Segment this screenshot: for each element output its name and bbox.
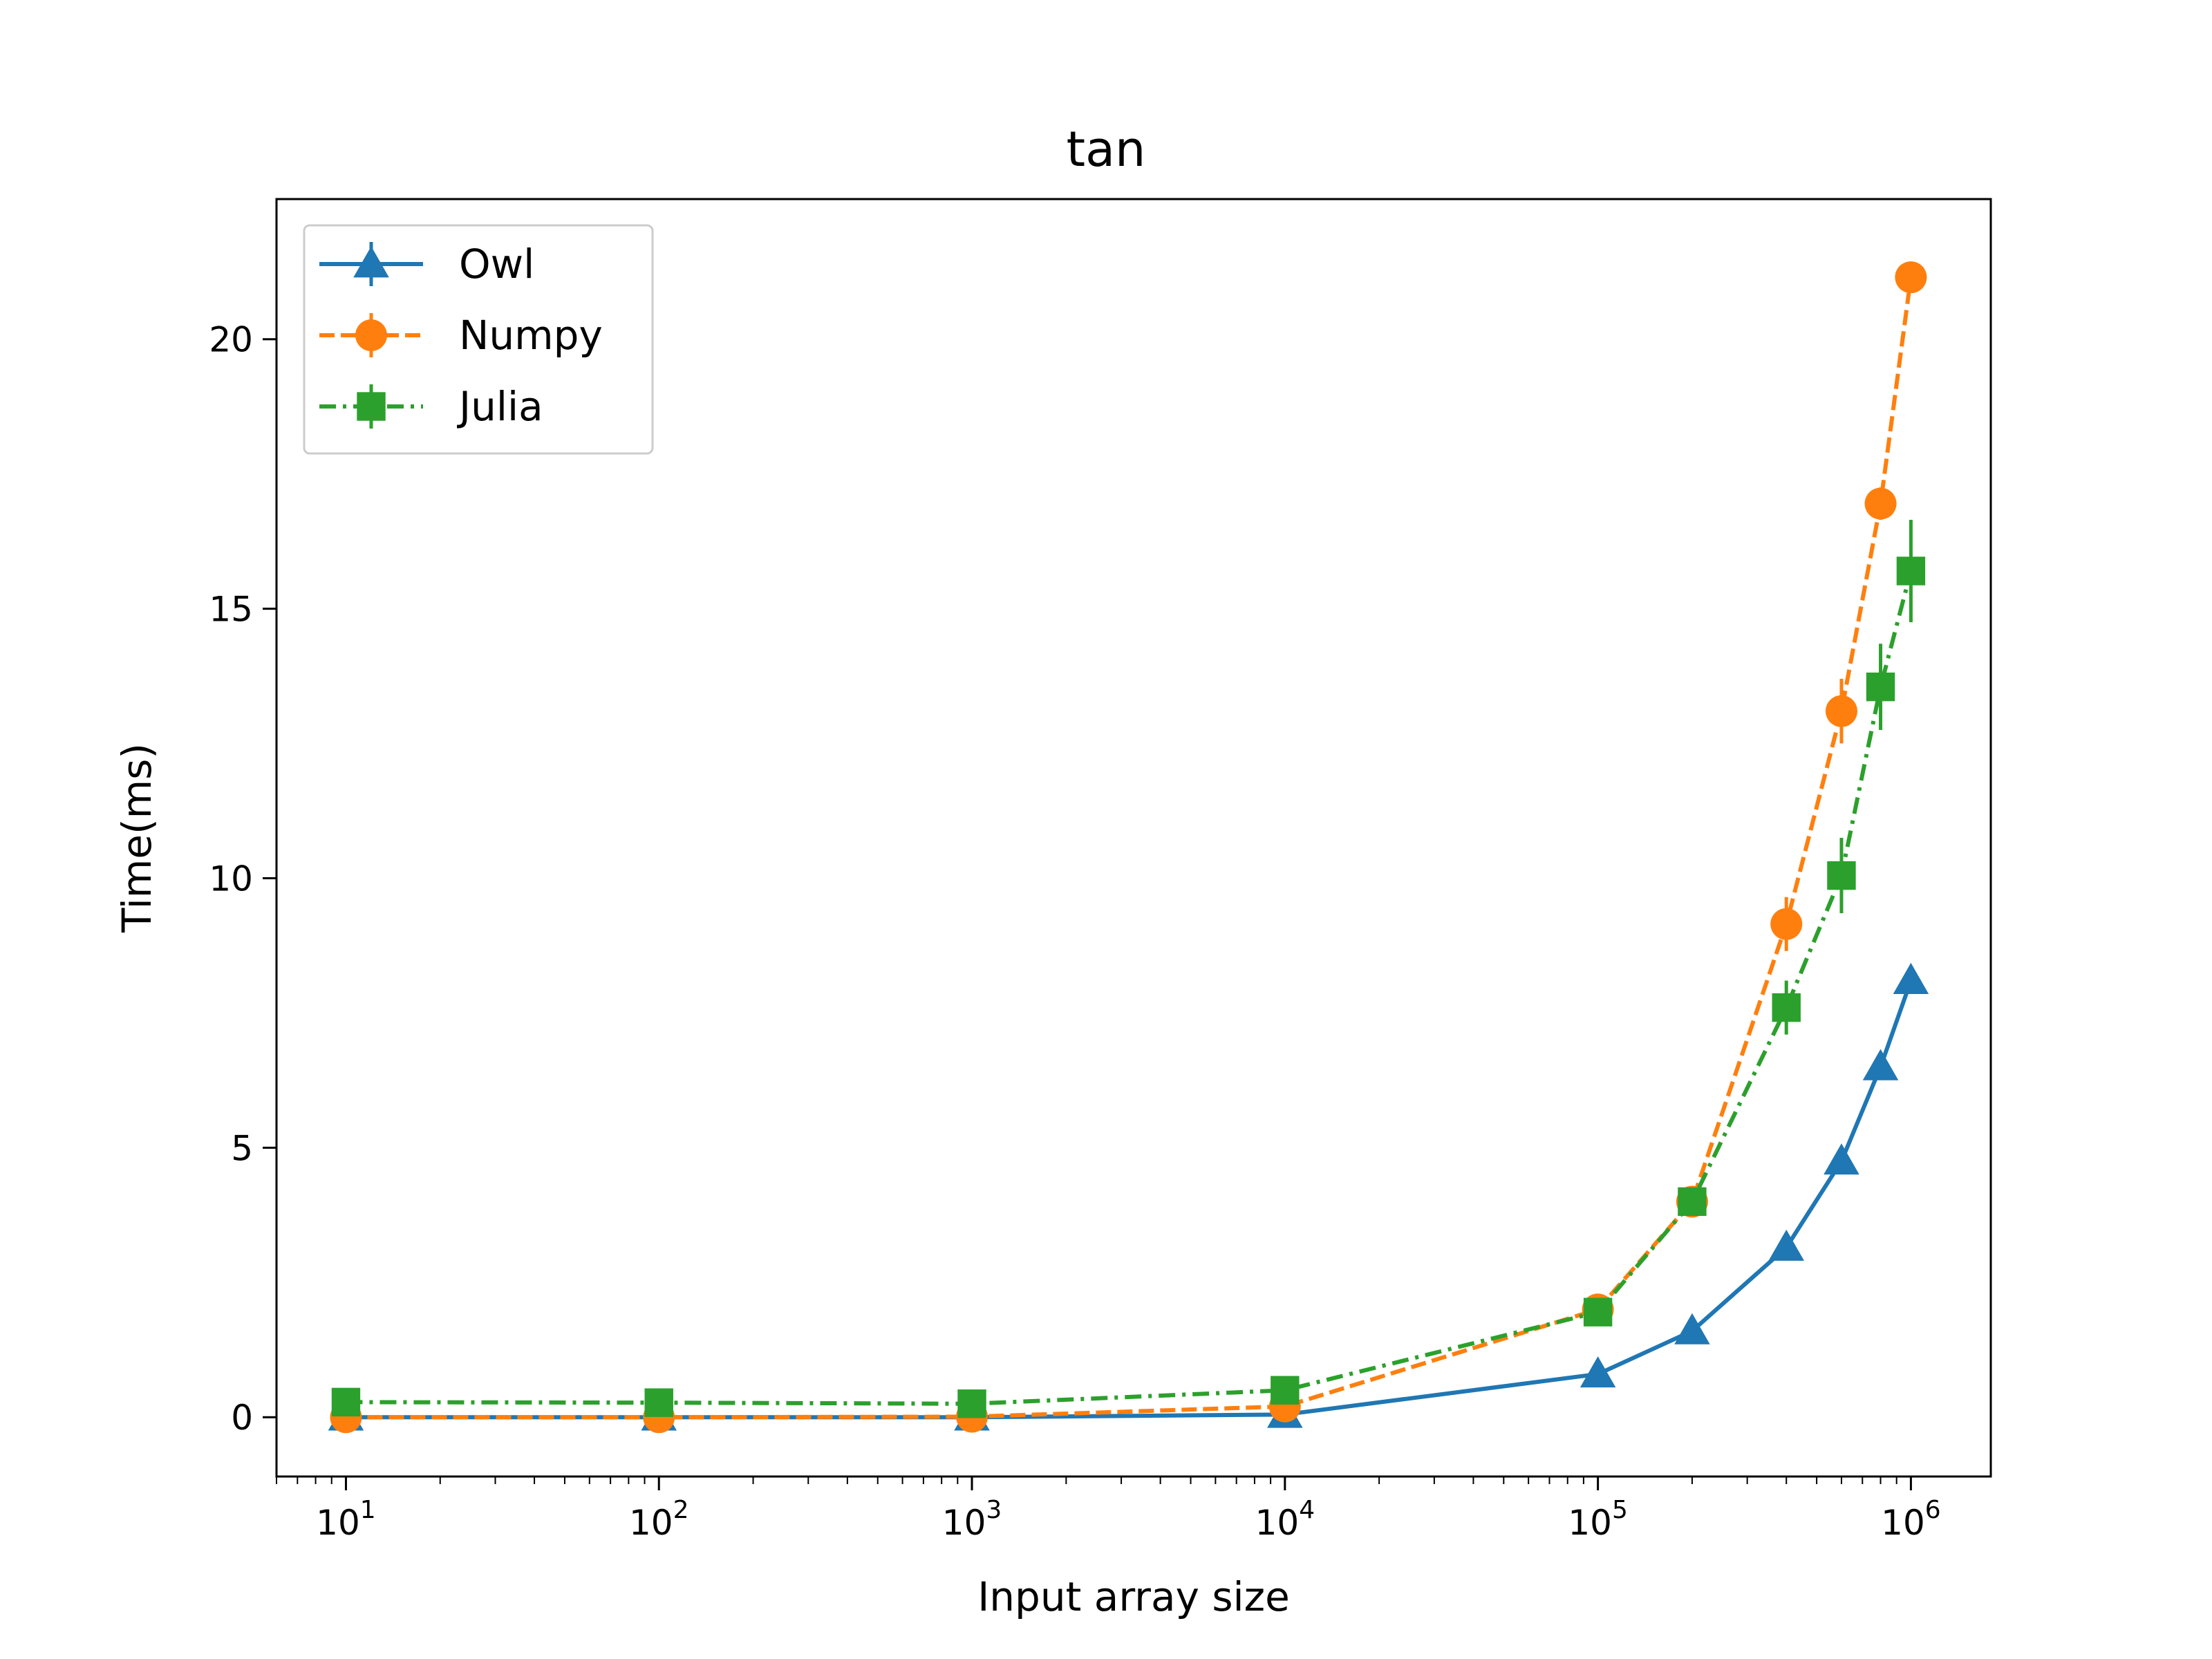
data-point [957, 1389, 986, 1418]
series-line [346, 980, 1913, 1420]
y-tick-label: 20 [209, 320, 253, 360]
plot-area [328, 261, 1929, 1434]
legend-item-owl: Owl [319, 241, 534, 288]
data-point [1770, 908, 1803, 940]
chart-title: tan [1067, 121, 1146, 178]
data-point [1864, 487, 1897, 520]
y-tick-label: 0 [231, 1398, 253, 1438]
x-tick-label: 103 [942, 1496, 1002, 1543]
x-tick-label: 101 [316, 1496, 376, 1543]
x-tick-label: 104 [1255, 1496, 1315, 1543]
x-tick-label: 102 [629, 1496, 689, 1543]
data-point [1862, 1049, 1899, 1080]
legend: Owl Numpy Julia [303, 224, 654, 455]
legend-label: Numpy [459, 312, 603, 359]
data-point [1768, 1229, 1804, 1261]
legend-label: Owl [459, 241, 534, 288]
y-axis-label: Time(ms) [113, 743, 160, 933]
data-point [331, 1387, 361, 1417]
y-tick-label: 10 [209, 859, 253, 899]
data-point [1896, 556, 1926, 585]
data-point [1271, 1376, 1300, 1405]
legend-item-julia: Julia [319, 383, 543, 430]
data-point [1893, 962, 1929, 994]
legend-label: Julia [457, 383, 543, 430]
data-point [1825, 695, 1857, 727]
data-point [1583, 1297, 1613, 1327]
data-point [1678, 1187, 1707, 1217]
x-tick-label: 106 [1881, 1496, 1941, 1543]
y-axis: 0 5 10 15 20 [209, 320, 276, 1438]
y-tick-label: 5 [231, 1128, 253, 1168]
legend-box [303, 224, 654, 455]
series-line [346, 570, 1913, 1406]
legend-item-numpy: Numpy [319, 312, 603, 359]
legend-marker [355, 319, 387, 351]
plot-frame [275, 198, 1992, 1478]
data-point [1580, 1356, 1616, 1388]
x-axis-label: Input array size [977, 1573, 1290, 1620]
x-tick-label: 105 [1568, 1496, 1628, 1543]
data-point [1866, 672, 1895, 702]
data-point [1674, 1313, 1710, 1344]
x-axis: 101 102 103 104 105 106 [276, 1477, 1941, 1543]
data-point [1895, 261, 1927, 294]
y-tick-label: 15 [209, 590, 253, 630]
data-point [1827, 861, 1856, 890]
data-point [644, 1388, 673, 1417]
legend-marker [357, 392, 386, 421]
data-point [1772, 993, 1801, 1022]
legend-marker [353, 246, 389, 278]
data-point [1824, 1143, 1859, 1175]
series-julia [331, 519, 1926, 1418]
